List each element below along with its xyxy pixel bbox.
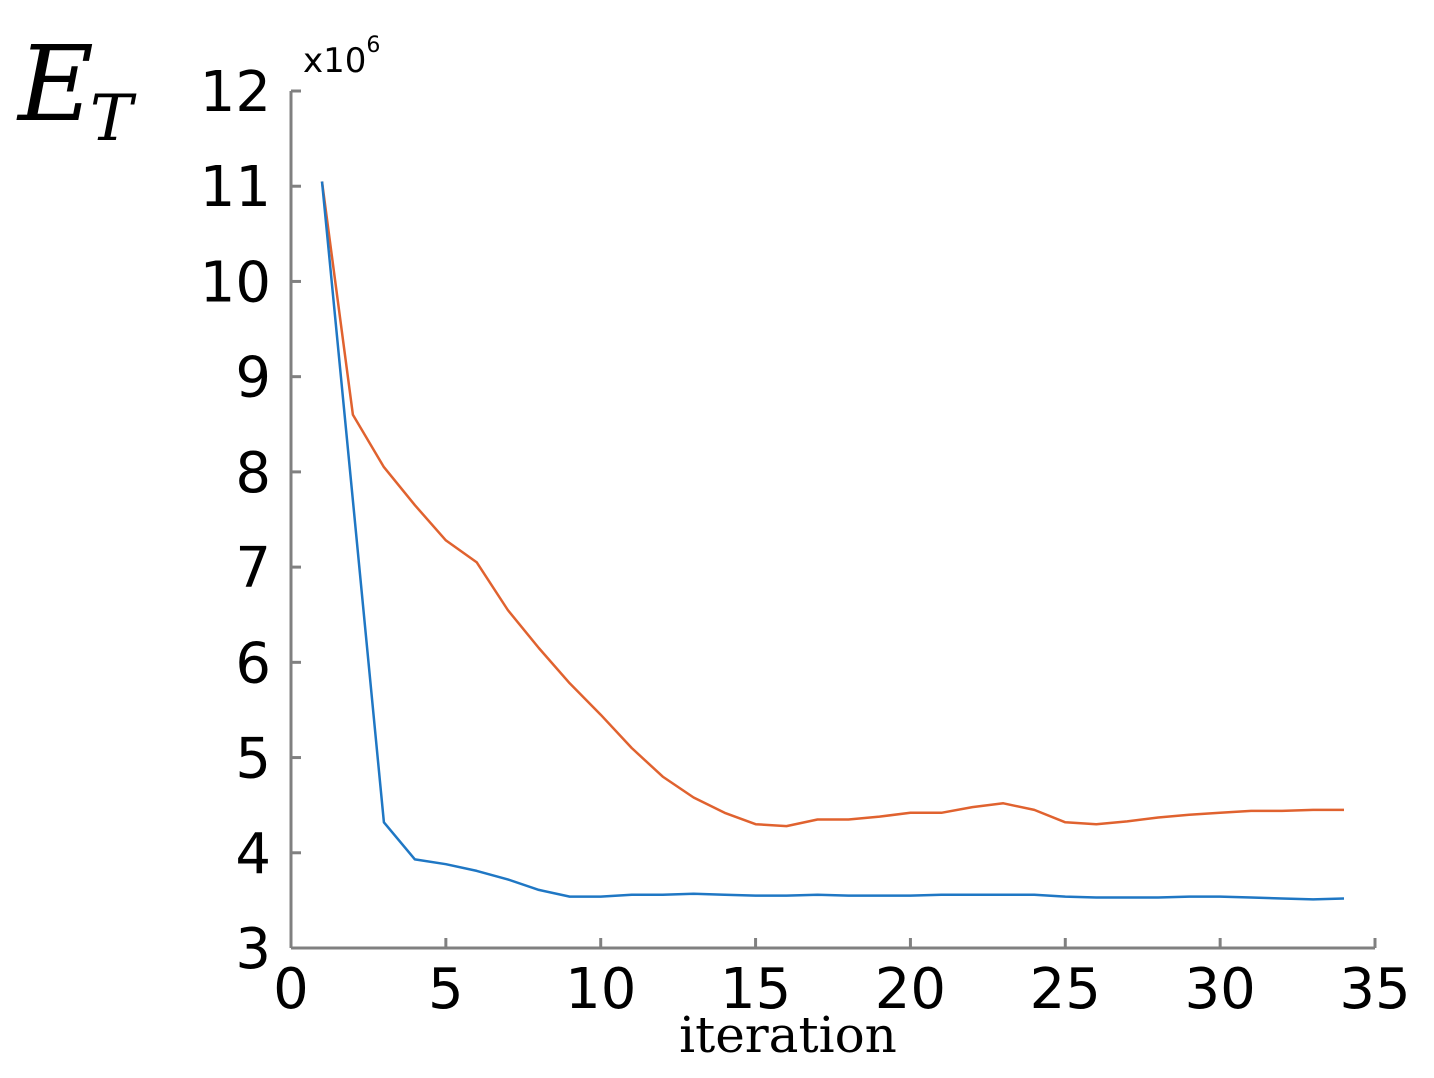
y-tick-label: 5 xyxy=(235,727,271,792)
x-tick-label: 5 xyxy=(428,957,464,1022)
axes xyxy=(289,89,1377,950)
x-tick-label: 25 xyxy=(1030,957,1101,1022)
y-axis-multiplier: x106 xyxy=(303,33,380,81)
x-tick-label: 30 xyxy=(1185,957,1256,1022)
y-tick-label: 10 xyxy=(200,250,271,315)
y-tick-label: 12 xyxy=(200,60,271,125)
x-tick-label: 0 xyxy=(273,957,309,1022)
series-line-1 xyxy=(320,181,1344,828)
y-tick-label: 8 xyxy=(235,441,271,506)
tick-labels: 3 4 5 6 7 8 9 10 11 12 0 5 10 15 20 25 30 35 xyxy=(200,60,1411,1022)
series-line-2 xyxy=(320,181,1345,901)
y-tick-label: 4 xyxy=(235,822,271,887)
x-tick-label: 20 xyxy=(875,957,946,1022)
x-axis-label: iteration xyxy=(679,1006,897,1064)
y-tick-label: 3 xyxy=(235,917,271,982)
series-group xyxy=(320,181,1345,901)
y-axis-label: ET xyxy=(16,23,137,156)
y-tick-label: 11 xyxy=(200,155,271,220)
y-tick-label: 7 xyxy=(235,536,271,601)
x-tick-label: 10 xyxy=(565,957,636,1022)
y-tick-label: 9 xyxy=(235,346,271,411)
x-tick-label: 15 xyxy=(720,957,791,1022)
x-tick-label: 35 xyxy=(1339,957,1410,1022)
y-tick-label: 6 xyxy=(235,631,271,696)
